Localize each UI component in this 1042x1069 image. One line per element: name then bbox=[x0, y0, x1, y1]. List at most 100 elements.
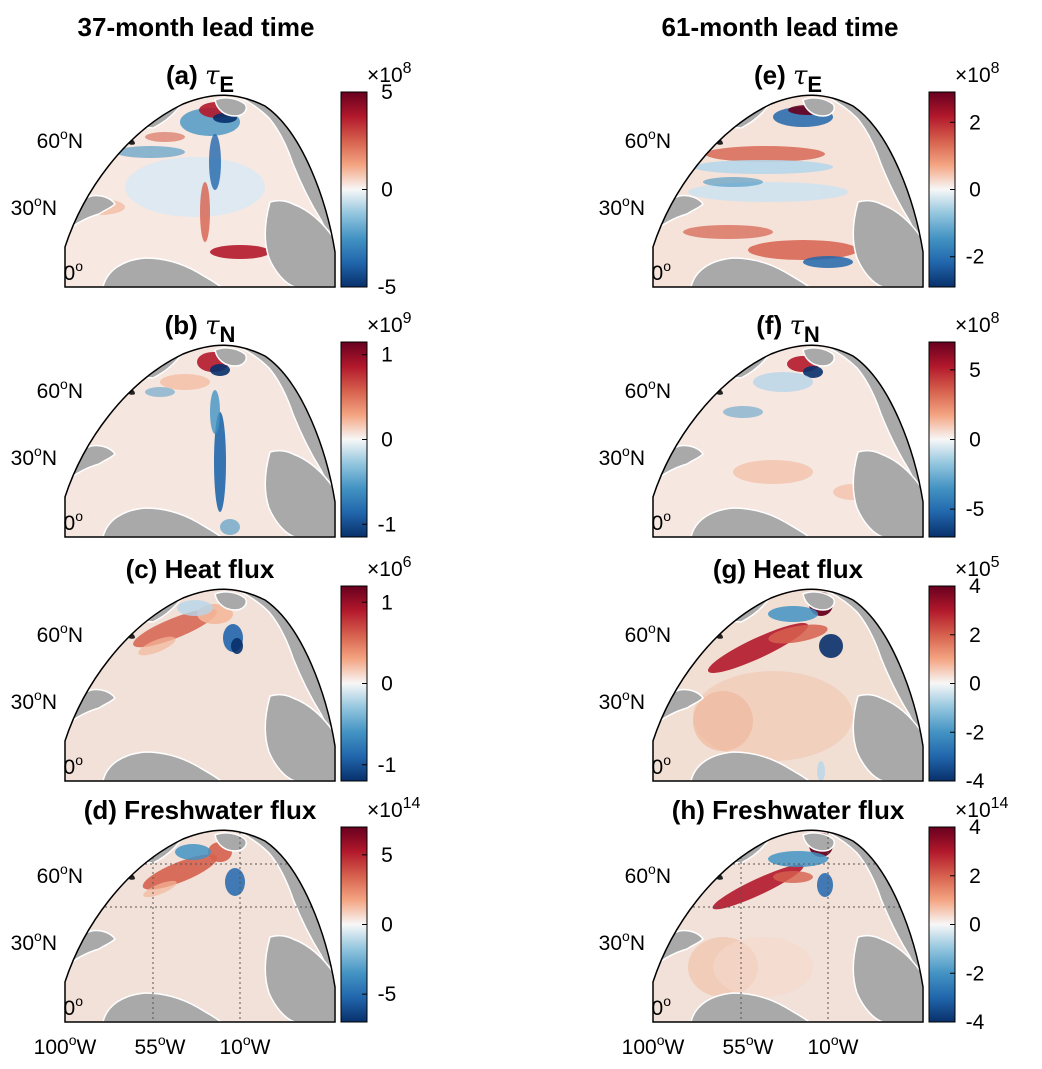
great-lakes-a bbox=[113, 131, 135, 145]
lat-degsym-c-1: o bbox=[34, 687, 42, 703]
lon-deg-d-0: 100 bbox=[34, 1036, 69, 1059]
lat-label-f-2: 0o bbox=[652, 508, 672, 535]
anomaly-h-2 bbox=[768, 851, 828, 867]
anomaly-b-4 bbox=[220, 519, 240, 535]
lat-deg-g-0: 60 bbox=[625, 624, 648, 647]
colorbar-b: 1 0 -1 ×109 bbox=[340, 310, 412, 538]
anomaly-c-3 bbox=[231, 638, 243, 654]
lat-label-d-2: 0o bbox=[64, 993, 84, 1020]
lat-label-g-2: 0o bbox=[652, 752, 672, 779]
lat-degsym-b-0: o bbox=[60, 376, 68, 392]
panel-title-a: (a) τE bbox=[166, 60, 234, 97]
lat-deg-a-0: 60 bbox=[37, 130, 60, 153]
land-c-2 bbox=[102, 751, 224, 781]
lat-label-g-1: 30oN bbox=[599, 687, 645, 714]
lat-label-f-0: 60oN bbox=[625, 376, 671, 403]
lon-degsym-h-0: o bbox=[657, 1032, 665, 1048]
lat-label-d-1: 30oN bbox=[11, 928, 57, 955]
land-a-2 bbox=[102, 257, 224, 287]
lat-deg-f-2: 0 bbox=[652, 512, 664, 535]
colorbar-tick-g-1: 2 bbox=[969, 624, 981, 647]
lat-label-b-1: 30oN bbox=[11, 443, 57, 470]
colorbar-multiplier-f: ×108 bbox=[955, 310, 1000, 337]
anomaly-e-7 bbox=[683, 225, 773, 239]
lat-deg-g-1: 30 bbox=[599, 691, 622, 714]
panel-title-e: (e) τE bbox=[754, 60, 822, 97]
land-c-5 bbox=[214, 591, 247, 611]
colorbar-mult-base-h: ×10 bbox=[955, 799, 991, 822]
great-lakes-d bbox=[113, 866, 135, 880]
panel-title-f: (f) τN bbox=[756, 310, 819, 347]
colorbar-tick-a-0: 5 bbox=[381, 81, 393, 104]
lat-hemi-a-1: N bbox=[42, 197, 57, 220]
lon-label-d-0: 100oW bbox=[34, 1032, 97, 1059]
map-frame-a bbox=[64, 94, 336, 288]
lat-hemi-a-0: N bbox=[68, 130, 83, 153]
anomaly-c-4 bbox=[177, 600, 213, 616]
lat-hemi-e-0: N bbox=[656, 130, 671, 153]
lat-deg-e-0: 60 bbox=[625, 130, 648, 153]
anomaly-g-3 bbox=[819, 634, 843, 658]
lon-label-h-1: 55oW bbox=[723, 1032, 774, 1059]
map-frame-b bbox=[64, 344, 336, 538]
lat-label-a-2: 0o bbox=[64, 258, 84, 285]
lat-hemi-f-1: N bbox=[630, 447, 645, 470]
lat-degsym-c-2: o bbox=[75, 752, 83, 768]
colorbar-multiplier-c: ×106 bbox=[367, 554, 412, 581]
panel-subscript-a: E bbox=[219, 72, 234, 97]
lat-deg-c-1: 30 bbox=[11, 691, 34, 714]
colorbar-tick-e-2: -2 bbox=[966, 246, 985, 269]
lat-deg-b-2: 0 bbox=[64, 512, 76, 535]
colorbar-mult-exp-a: 8 bbox=[403, 60, 412, 77]
lat-hemi-h-0: N bbox=[656, 865, 671, 888]
colorbar-mult-base-e: ×10 bbox=[955, 64, 991, 87]
colorbar-tick-h-2: 0 bbox=[969, 914, 981, 937]
lat-degsym-g-0: o bbox=[648, 620, 656, 636]
panel-title-h: (h) Freshwater flux bbox=[672, 795, 905, 825]
great-lakes-h bbox=[701, 866, 723, 880]
colorbar-tick-f-1: 0 bbox=[969, 429, 981, 452]
land-f-2 bbox=[690, 507, 812, 537]
lat-deg-c-2: 0 bbox=[64, 756, 76, 779]
colorbar-tick-g-2: 0 bbox=[969, 673, 981, 696]
land-f-5 bbox=[802, 347, 835, 367]
colorbar-multiplier-d: ×1014 bbox=[367, 795, 421, 822]
panel-symbol-e: τ bbox=[793, 61, 808, 91]
lat-label-e-2: 0o bbox=[652, 258, 672, 285]
lat-deg-e-2: 0 bbox=[652, 262, 664, 285]
lat-degsym-c-0: o bbox=[60, 620, 68, 636]
lat-deg-g-2: 0 bbox=[652, 756, 664, 779]
land-a-5 bbox=[214, 97, 247, 117]
map-e bbox=[653, 95, 923, 287]
panel-label-a: (a) bbox=[166, 60, 205, 90]
lat-label-h-2: 0o bbox=[652, 993, 672, 1020]
map-frame-e bbox=[652, 94, 924, 288]
lat-deg-d-0: 60 bbox=[37, 865, 60, 888]
colorbar-multiplier-h: ×1014 bbox=[955, 795, 1009, 822]
panel-label-d: (d) Freshwater flux bbox=[84, 795, 317, 825]
lat-degsym-a-0: o bbox=[60, 126, 68, 142]
lat-label-c-2: 0o bbox=[64, 752, 84, 779]
colorbar-tick-f-2: -5 bbox=[966, 498, 985, 521]
map-f bbox=[653, 345, 923, 537]
lat-label-a-1: 30oN bbox=[11, 193, 57, 220]
colorbar-multiplier-g: ×105 bbox=[955, 554, 1000, 581]
colorbar-mult-exp-e: 8 bbox=[991, 60, 1000, 77]
land-e-4 bbox=[852, 199, 923, 287]
lat-degsym-d-0: o bbox=[60, 861, 68, 877]
anomaly-c-0 bbox=[133, 608, 217, 648]
lat-degsym-h-0: o bbox=[648, 861, 656, 877]
lat-label-a-0: 60oN bbox=[37, 126, 83, 153]
lat-hemi-f-0: N bbox=[656, 380, 671, 403]
map-b bbox=[65, 345, 335, 537]
lat-hemi-d-1: N bbox=[42, 932, 57, 955]
lat-degsym-f-2: o bbox=[663, 508, 671, 524]
colorbar-h: 4 2 0 -2 -4 ×1014 bbox=[928, 795, 1009, 1034]
map-h bbox=[653, 830, 923, 1022]
lat-deg-b-1: 30 bbox=[11, 447, 34, 470]
lat-hemi-c-0: N bbox=[68, 624, 83, 647]
panel-label-h: (h) Freshwater flux bbox=[672, 795, 905, 825]
column-title-right: 61-month lead time bbox=[662, 12, 899, 42]
